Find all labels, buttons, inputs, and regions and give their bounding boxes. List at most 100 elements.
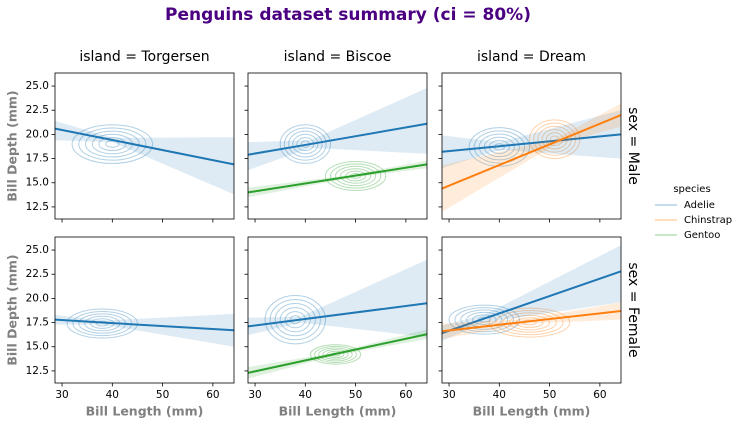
kde-contour xyxy=(329,163,382,189)
kde-contour xyxy=(448,304,520,335)
regression-line xyxy=(442,270,621,335)
x-tick-label: 50 xyxy=(156,389,169,401)
regression-line xyxy=(248,302,427,328)
kde-contour xyxy=(326,350,345,359)
kde-contour xyxy=(472,314,497,326)
regression-line xyxy=(442,309,621,333)
y-tick-label: 17.5 xyxy=(26,153,49,165)
x-axis-label: Bill Length (mm) xyxy=(279,404,397,419)
regression-line xyxy=(248,333,427,374)
panel xyxy=(248,87,427,198)
ci-band xyxy=(442,103,621,212)
x-tick-label: 50 xyxy=(349,389,362,401)
y-tick-label: 22.5 xyxy=(26,104,49,116)
kde-contour xyxy=(288,130,323,158)
y-tick-label: 12.5 xyxy=(26,365,49,377)
kde-contour xyxy=(78,127,147,161)
panel-frame xyxy=(441,72,622,220)
kde-contour xyxy=(98,137,127,152)
kde-contour xyxy=(279,307,311,333)
kde-contour xyxy=(508,314,551,331)
ci-band xyxy=(442,110,621,169)
x-tick-label: 60 xyxy=(399,389,412,401)
x-tick-label: 30 xyxy=(248,389,261,401)
panel xyxy=(442,103,621,212)
y-tick-label: 25.0 xyxy=(26,80,49,92)
kde-contour xyxy=(71,124,154,164)
y-tick-label: 15.0 xyxy=(26,341,49,353)
panel-frame xyxy=(54,72,235,220)
kde-contour xyxy=(309,344,362,365)
legend-label: Chinstrap xyxy=(684,215,732,226)
kde-contour xyxy=(334,165,377,187)
x-tick-label: 50 xyxy=(543,389,556,401)
panel xyxy=(248,259,427,379)
panel xyxy=(55,120,234,195)
kde-contour xyxy=(314,345,357,364)
regression-line xyxy=(442,133,621,153)
regression-line xyxy=(248,163,427,194)
y-axis-label: Bill Depth (mm) xyxy=(5,254,20,365)
facet-title: island = Dream xyxy=(477,49,586,65)
panel xyxy=(442,245,621,341)
x-tick-label: 60 xyxy=(593,389,606,401)
y-tick-label: 25.0 xyxy=(26,244,49,256)
kde-contour xyxy=(283,127,327,161)
kde-contour xyxy=(292,133,319,155)
kde-contour xyxy=(264,294,326,345)
x-tick-label: 30 xyxy=(55,389,68,401)
kde-contour xyxy=(495,309,564,336)
y-tick-label: 22.5 xyxy=(26,268,49,280)
x-tick-label: 30 xyxy=(442,389,455,401)
regression-line xyxy=(55,318,234,332)
kde-contour xyxy=(488,307,571,338)
y-tick-label: 15.0 xyxy=(26,177,49,189)
kde-contour xyxy=(274,303,316,337)
kde-contour xyxy=(345,170,367,182)
kde-contour xyxy=(502,312,557,333)
panel xyxy=(55,308,234,347)
ci-band xyxy=(248,259,427,338)
x-tick-label: 60 xyxy=(206,389,219,401)
kde-contour xyxy=(322,349,349,360)
kde-contour xyxy=(468,127,530,167)
ci-band xyxy=(55,120,234,195)
y-tick-label: 20.0 xyxy=(26,128,49,140)
y-axis-label: Bill Depth (mm) xyxy=(5,90,20,201)
chart-title: Penguins dataset summary (ci = 80%) xyxy=(165,5,531,25)
y-tick-label: 12.5 xyxy=(26,201,49,213)
kde-contour xyxy=(340,168,372,184)
facet-title: island = Biscoe xyxy=(284,49,392,65)
regression-line xyxy=(442,114,621,190)
panel-frame xyxy=(54,236,235,384)
panel-frame xyxy=(247,236,428,384)
x-axis-label: Bill Length (mm) xyxy=(86,404,204,419)
y-tick-label: 17.5 xyxy=(26,317,49,329)
legend-label: Gentoo xyxy=(684,230,720,241)
kde-contour xyxy=(66,308,138,339)
panel-frame xyxy=(441,236,622,384)
kde-contour xyxy=(279,124,331,164)
panel-frame xyxy=(247,72,428,220)
y-tick-label: 20.0 xyxy=(26,292,49,304)
regression-line xyxy=(248,122,427,156)
x-tick-label: 40 xyxy=(299,389,312,401)
ci-band xyxy=(248,87,427,171)
kde-contour xyxy=(473,130,525,164)
kde-contour xyxy=(478,133,520,161)
facet-title: island = Torgersen xyxy=(79,49,209,65)
x-tick-label: 40 xyxy=(106,389,119,401)
x-tick-label: 40 xyxy=(493,389,506,401)
kde-contour xyxy=(85,130,140,158)
kde-contour xyxy=(460,309,509,330)
kde-contour xyxy=(324,160,387,191)
kde-contour xyxy=(454,307,515,333)
x-axis-label: Bill Length (mm) xyxy=(473,404,591,419)
row-label: sex = Female xyxy=(625,262,641,357)
row-label: sex = Male xyxy=(625,107,641,185)
legend-title: species xyxy=(673,184,710,195)
kde-contour xyxy=(318,347,353,362)
legend-label: Adelie xyxy=(684,200,715,211)
regression-line xyxy=(55,127,234,166)
